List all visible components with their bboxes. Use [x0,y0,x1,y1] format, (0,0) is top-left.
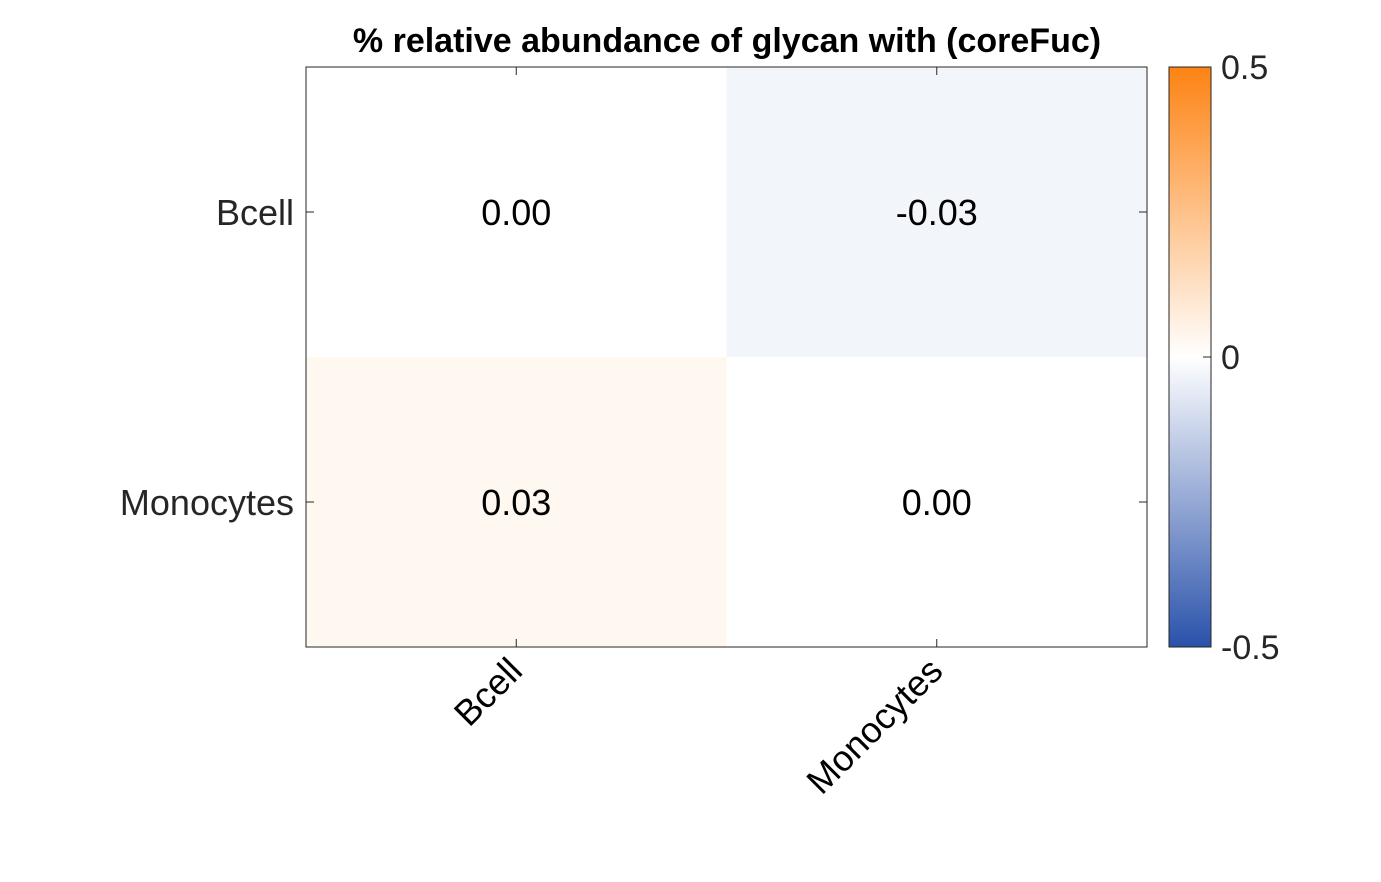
x-tick-label: Monocytes [798,650,950,802]
heatmap-cell-label: 0.00 [481,192,551,233]
heatmap-cell [306,357,727,647]
heatmap-cells [306,67,1147,647]
colorbar-tick-label: -0.5 [1221,629,1280,667]
plot-area-border [305,66,1148,648]
x-tick-label: Bcell [446,650,530,734]
heatmap-cell [306,67,727,357]
heatmap-cell [726,67,1147,357]
x-axis-tick-labels: Bcell Monocytes [446,650,951,802]
y-axis-tick-labels: Bcell Monocytes [120,192,294,523]
heatmap-cell-label: 0.03 [481,482,551,523]
heatmap-cell-label: -0.03 [896,192,978,233]
colorbar-tick-label: 0.5 [1221,49,1268,87]
y-tick-label: Monocytes [120,482,294,523]
axis-ticks [306,67,1147,647]
heatmap-cell [726,357,1147,647]
chart-title: % relative abundance of glycan with (cor… [353,22,1101,60]
y-tick-label: Bcell [216,192,294,233]
heatmap-cell-labels: 0.00 -0.03 0.03 0.00 [481,192,978,523]
heatmap-cell-label: 0.00 [902,482,972,523]
colorbar-tick-label: 0 [1221,339,1240,377]
colorbar-ticks: 0.5 0 -0.5 [1203,49,1280,667]
